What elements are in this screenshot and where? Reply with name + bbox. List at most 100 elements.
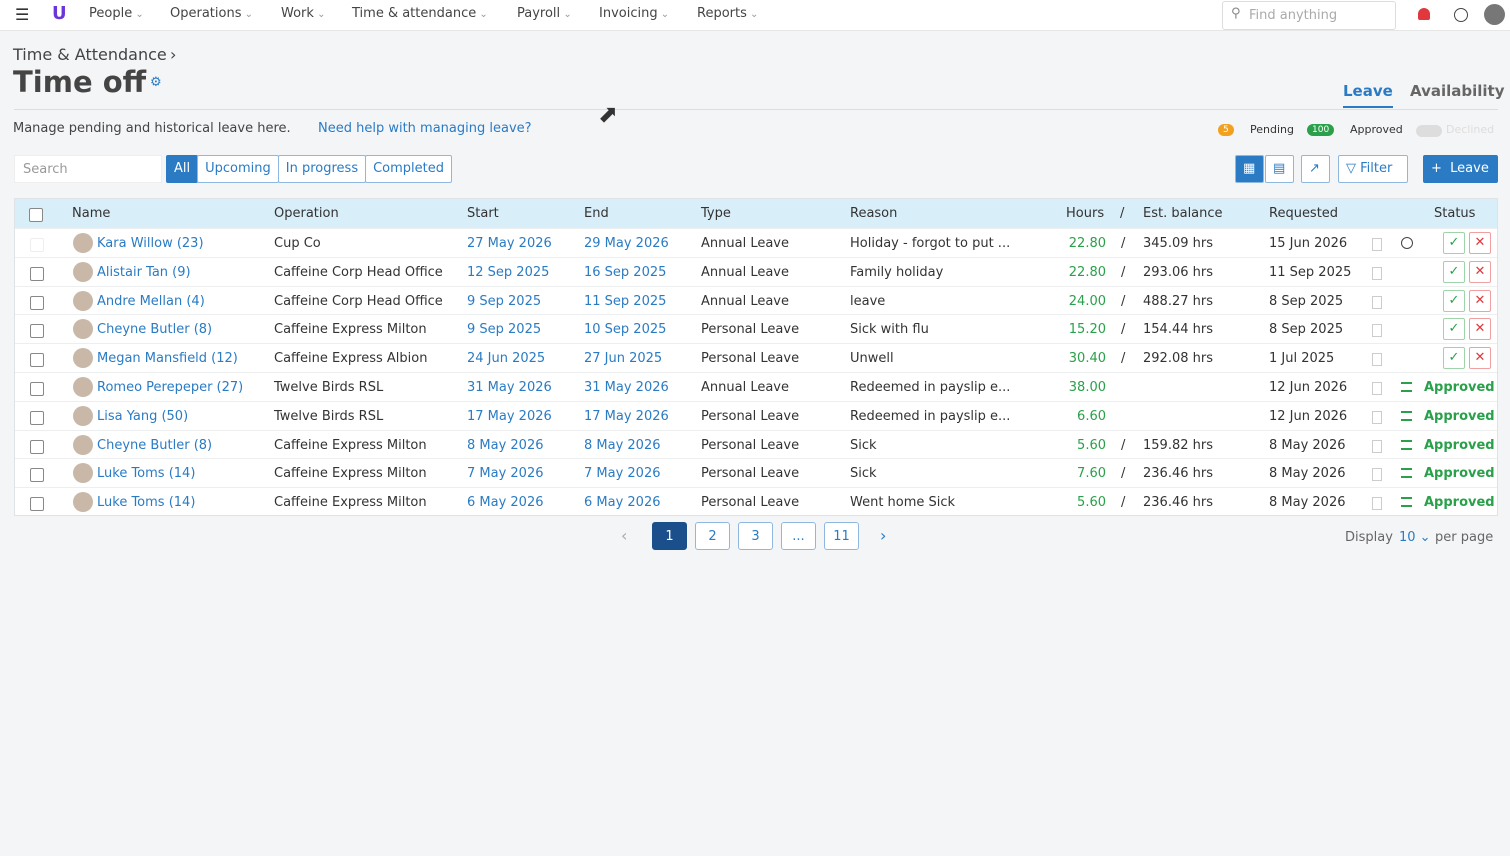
row-checkbox[interactable] (30, 238, 44, 252)
end: 16 Sep 2025 (584, 264, 667, 280)
column-header[interactable]: Name (72, 206, 111, 221)
name[interactable]: Luke Toms (14) (97, 466, 196, 482)
settings-icon[interactable]: ⚙ (150, 75, 162, 90)
notifications[interactable] (1418, 8, 1430, 20)
approve-button[interactable]: ✓ (1443, 289, 1465, 312)
global-search[interactable]: Find anything ⚲ (1222, 1, 1396, 30)
avatar (73, 405, 93, 426)
row-checkbox[interactable] (30, 266, 44, 281)
add-leave[interactable]: + Leave (1423, 155, 1498, 183)
page-button[interactable]: 1 (652, 522, 687, 550)
nav-item[interactable]: Time & attendance ⌄ (352, 6, 488, 21)
help-link[interactable]: Need help with managing leave? (318, 121, 532, 136)
column-header: Hours (1066, 206, 1105, 221)
page-button[interactable]: 11 (824, 522, 859, 550)
attachment-icon[interactable] (1372, 295, 1382, 309)
row-checkbox[interactable] (30, 439, 44, 454)
attachment-icon[interactable] (1372, 439, 1382, 453)
name[interactable]: Megan Mansfield (12) (97, 351, 238, 367)
header-checkbox[interactable] (29, 208, 43, 222)
table-view[interactable]: ▦ (1235, 155, 1264, 183)
user-avatar[interactable] (1484, 4, 1505, 25)
type: Personal Leave (701, 351, 800, 367)
decline-button[interactable]: ✕ (1469, 318, 1491, 341)
name[interactable]: Andre Mellan (4) (97, 293, 205, 309)
row-checkbox[interactable] (30, 468, 44, 483)
row-checkbox[interactable] (30, 324, 44, 339)
logo[interactable]: U (52, 3, 67, 24)
column-header[interactable]: Status (1434, 206, 1476, 221)
attachment-icon[interactable] (1372, 410, 1382, 424)
name[interactable]: Cheyne Butler (8) (97, 322, 213, 338)
info-icon[interactable] (1401, 237, 1413, 249)
approve-button[interactable]: ✓ (1443, 318, 1465, 341)
requested: 11 Sep 2025 (1269, 264, 1352, 280)
operation: Caffeine Corp Head Office (274, 264, 443, 280)
calendar-view[interactable]: ▤ (1265, 155, 1294, 183)
pending-badge: 5 (1218, 124, 1234, 136)
menu-icon[interactable]: ☰ (15, 5, 30, 24)
approve-button[interactable]: ✓ (1443, 260, 1465, 283)
breadcrumb[interactable]: Time & Attendance (13, 45, 167, 64)
decline-button[interactable]: ✕ (1469, 347, 1491, 370)
filter-button[interactable]: In progress (277, 155, 367, 183)
column-header[interactable]: Start (467, 206, 499, 221)
nav-item[interactable]: People ⌄ (89, 6, 144, 21)
separator: / (1121, 264, 1126, 280)
name[interactable]: Kara Willow (23) (97, 236, 204, 251)
attachment-icon[interactable] (1372, 324, 1382, 338)
export[interactable]: ↗ (1301, 155, 1330, 183)
chevron: ⌄ (657, 9, 670, 20)
filter-button[interactable]: Upcoming (197, 155, 279, 183)
nav-item[interactable]: Reports ⌄ (697, 6, 759, 21)
type: Personal Leave (701, 322, 800, 338)
row-checkbox[interactable] (30, 410, 44, 425)
start: 24 Jun 2025 (467, 351, 546, 367)
approve-button[interactable]: ✓ (1443, 347, 1465, 370)
row-checkbox[interactable] (30, 497, 44, 512)
filter-button[interactable]: Completed (365, 155, 452, 183)
decline-button[interactable]: ✕ (1469, 260, 1491, 283)
page-button[interactable]: 2 (695, 522, 730, 550)
search-placeholder: Search (23, 162, 68, 177)
per-page-select[interactable]: 10 ⌄ (1399, 530, 1431, 545)
attachment-icon[interactable] (1372, 266, 1382, 280)
name[interactable]: Alistair Tan (9) (97, 264, 191, 280)
name[interactable]: Luke Toms (14) (97, 495, 196, 511)
attachment-icon[interactable] (1372, 497, 1382, 511)
prev-page[interactable]: ‹ (621, 526, 628, 545)
nav-item[interactable]: Invoicing ⌄ (599, 6, 670, 21)
row-checkbox[interactable] (30, 353, 44, 368)
next-page[interactable]: › (880, 526, 887, 545)
search-input[interactable]: Search (14, 155, 162, 183)
nav-item[interactable]: Payroll ⌄ (517, 6, 572, 21)
decline-button[interactable]: ✕ (1469, 232, 1491, 254)
page-button[interactable]: 3 (738, 522, 773, 550)
separator: / (1121, 351, 1126, 367)
decline-button[interactable]: ✕ (1469, 289, 1491, 312)
chevron: ⌄ (560, 9, 572, 20)
row-checkbox[interactable] (30, 382, 44, 396)
nav-item[interactable]: Operations ⌄ (170, 6, 254, 21)
attachment-icon[interactable] (1372, 468, 1382, 482)
tab-availability[interactable]: Availability (1410, 82, 1505, 100)
attachment-icon[interactable] (1372, 382, 1382, 395)
attachment-icon[interactable] (1372, 353, 1382, 367)
name[interactable]: Cheyne Butler (8) (97, 437, 213, 453)
name[interactable]: Lisa Yang (50) (97, 408, 189, 424)
row-checkbox[interactable] (30, 295, 44, 310)
declined-toggle[interactable] (1416, 125, 1442, 137)
attachment-icon[interactable] (1372, 238, 1382, 251)
table-row: Alistair Tan (9) Caffeine Corp Head Offic… (15, 256, 1497, 287)
approve-button[interactable]: ✓ (1443, 232, 1465, 254)
filter-button[interactable]: ▽ Filter (1338, 155, 1408, 183)
payroll-icon (1401, 439, 1412, 450)
nav-item[interactable]: Work ⌄ (281, 6, 326, 21)
help[interactable] (1454, 8, 1468, 22)
column-header[interactable]: End (584, 206, 609, 221)
filter-button[interactable]: All (166, 155, 199, 183)
column-header[interactable]: Requested (1269, 206, 1339, 221)
tab-leave[interactable]: Leave (1343, 82, 1393, 108)
name[interactable]: Romeo Perepeper (27) (97, 380, 244, 395)
page-button[interactable]: ... (781, 522, 816, 550)
